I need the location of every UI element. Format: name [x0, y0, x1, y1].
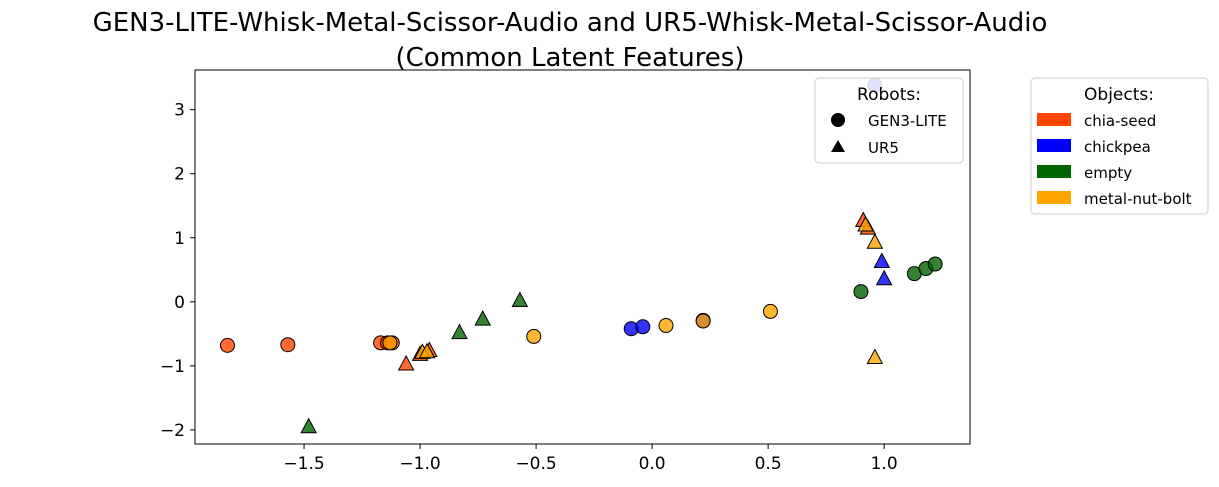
point-gen3-lite-chickpea	[635, 319, 651, 335]
point-gen3-lite-chia-seed	[280, 337, 296, 353]
legend-swatch-chickpea	[1037, 139, 1071, 152]
legend-objects: Objects: chia-seed chickpea empty metal-…	[1030, 77, 1209, 215]
point-gen3-lite-chia-seed	[219, 337, 235, 353]
y-tick-label: 0	[174, 293, 185, 313]
x-tick-label: −0.5	[515, 454, 556, 474]
point-ur5-metal-nut-bolt	[857, 215, 874, 232]
point-ur5-chickpea	[873, 252, 891, 268]
y-tick-label: 3	[174, 101, 185, 121]
x-tick-label: −1.5	[283, 454, 324, 474]
point-ur5-empty	[474, 310, 492, 326]
x-tick-label: −1.0	[399, 454, 440, 474]
point-ur5-empty	[451, 323, 468, 340]
point-gen3-lite-empty	[853, 284, 869, 300]
point-gen3-lite-metal-nut-bolt	[695, 313, 711, 329]
y-tick-label: 1	[174, 229, 185, 249]
legend-object-metal-nut-bolt: metal-nut-bolt	[1084, 190, 1192, 208]
legend-robot-gen3: GEN3-LITE	[868, 112, 947, 130]
point-ur5-metal-nut-bolt	[418, 342, 436, 359]
point-ur5-empty	[511, 291, 529, 308]
x-axis: −1.5 −1.0 −0.5 0.0 0.5 1.0	[283, 444, 898, 474]
x-tick-label: 0.0	[639, 454, 666, 474]
point-gen3-lite-metal-nut-bolt	[762, 303, 778, 319]
point-ur5-metal-nut-bolt	[866, 233, 884, 249]
legend-object-empty: empty	[1084, 164, 1132, 182]
point-gen3-lite-metal-nut-bolt	[526, 328, 542, 344]
chart-title-line1: GEN3-LITE-Whisk-Metal-Scissor-Audio and …	[93, 8, 1048, 38]
legend-swatch-empty	[1037, 165, 1071, 178]
legend-objects-frame	[1030, 77, 1209, 215]
y-tick-label: −2	[160, 421, 185, 441]
legend-swatch-metal-nut-bolt	[1037, 191, 1071, 204]
point-gen3-lite-metal-nut-bolt	[382, 335, 398, 351]
y-tick-label: 2	[174, 165, 185, 185]
point-ur5-chickpea	[875, 269, 893, 286]
point-gen3-lite-metal-nut-bolt	[658, 318, 674, 334]
legend-robot-ur5: UR5	[868, 139, 899, 157]
legend-circle-marker	[831, 113, 845, 127]
legend-object-chickpea: chickpea	[1084, 138, 1151, 156]
x-tick-label: 0.5	[755, 454, 782, 474]
legend-robots: Robots: GEN3-LITE UR5	[814, 77, 964, 164]
point-ur5-chia-seed	[397, 354, 415, 371]
legend-objects-title: Objects:	[1084, 85, 1154, 105]
point-ur5-metal-nut-bolt	[866, 348, 884, 365]
x-tick-label: 1.0	[871, 454, 898, 474]
legend-triangle-marker	[831, 140, 845, 152]
point-gen3-lite-empty	[927, 256, 943, 272]
legend-object-chia-seed: chia-seed	[1084, 112, 1156, 130]
y-axis: −2 −1 0 1 2 3	[160, 101, 195, 441]
y-tick-label: −1	[160, 357, 185, 377]
legend-robots-frame	[814, 77, 964, 164]
chart-title-line2: (Common Latent Features)	[396, 43, 745, 73]
legend-robots-title: Robots:	[857, 85, 921, 105]
plot-frame	[194, 69, 971, 445]
legend-swatch-chia-seed	[1037, 113, 1071, 126]
point-ur5-empty	[300, 417, 318, 434]
